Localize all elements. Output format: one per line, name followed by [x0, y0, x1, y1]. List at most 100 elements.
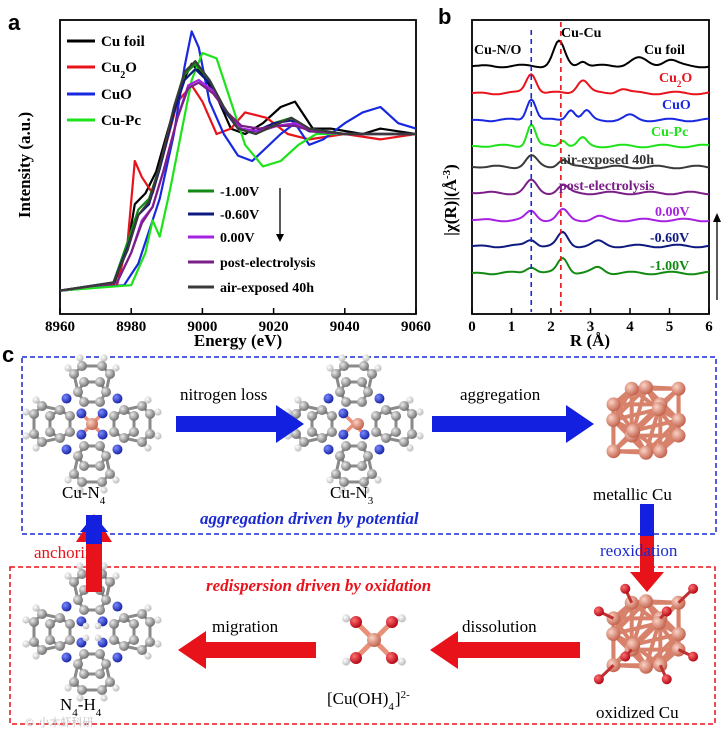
hydrogen-atom [64, 364, 72, 372]
nitrogen-atom [112, 393, 123, 404]
reoxidation-arrow-blue [640, 504, 654, 536]
oxygen-atom [350, 652, 362, 664]
carbon-atom [359, 477, 369, 487]
cu-n3-molecule-icon [284, 354, 424, 494]
hydrogen-atom [76, 354, 84, 362]
cu-cu-bond [612, 407, 660, 422]
copper-atom [651, 616, 666, 631]
hydrogen-atom [294, 396, 302, 404]
copper-atom [639, 594, 653, 609]
copper-atom [367, 633, 381, 647]
copper-atom [671, 381, 686, 396]
carbon-atom [109, 619, 119, 629]
carbon-atom [341, 461, 351, 471]
chart-b-series-1-00v [471, 256, 710, 276]
carbon-atom [119, 641, 129, 651]
label-b-m060: -0.60V [650, 231, 689, 246]
hydrogen-atom [406, 444, 414, 452]
reoxidation-arrow-red [630, 536, 664, 592]
cu-oh4-complex-icon [342, 614, 406, 666]
copper-atom [651, 402, 666, 417]
carbon-atom [55, 433, 65, 443]
oxygen-atom [350, 616, 362, 628]
carbon-atom [331, 369, 341, 379]
carbon-atom [79, 441, 89, 451]
carbon-atom [55, 405, 65, 415]
carbon-atom [73, 659, 83, 669]
legend-m060: -0.60V [220, 208, 259, 223]
carbon-atom [341, 377, 351, 387]
legend-cu2o: Cu2O [101, 60, 137, 81]
chart-b-xticks: 0 1 2 3 4 5 6 [468, 308, 713, 335]
nitrogen-atom [338, 429, 349, 440]
carbon-atom [77, 569, 87, 579]
hydrogen-atom [100, 694, 108, 702]
carbon-atom [119, 405, 129, 415]
carbon-atom [145, 637, 155, 647]
hydrogen-atom [82, 622, 90, 630]
carbon-atom [335, 387, 345, 397]
hydrogen-atom [64, 572, 72, 580]
dissolution-arrow [430, 631, 580, 669]
carbon-atom [29, 617, 39, 627]
carbon-atom [69, 469, 79, 479]
carbon-atom [327, 411, 337, 421]
hydrogen-atom [342, 657, 351, 666]
n4h4-molecule-icon [22, 562, 162, 702]
chart-b-series-0-60v [471, 230, 710, 249]
chart-b-tick-label: 2 [547, 319, 555, 335]
hydrogen-atom [22, 432, 30, 440]
legend-m100: -1.00V [220, 185, 259, 200]
anchoring-arrow-head [80, 515, 108, 532]
carbon-atom [95, 461, 105, 471]
chart-b-series-cu-foil [472, 39, 710, 69]
label-nitrogen-loss: nitrogen loss [180, 385, 267, 404]
copper-atom [606, 611, 621, 626]
nitrogen-atom [374, 444, 385, 455]
carbon-atom [291, 409, 301, 419]
nitrogen-loss-arrow [176, 405, 304, 443]
carbon-atom [331, 469, 341, 479]
carbon-atom [291, 429, 301, 439]
carbon-atom [79, 461, 89, 471]
copper-atom [86, 418, 98, 430]
carbon-atom [73, 595, 83, 605]
legend-cu-pc: Cu-Pc [101, 113, 141, 129]
hydrogen-atom [406, 396, 414, 404]
nitrogen-atom [112, 444, 123, 455]
copper-atom [352, 418, 364, 430]
oxygen-atom [620, 583, 631, 594]
chart-b-series-cu-pc [472, 122, 710, 149]
carbon-atom [109, 635, 119, 645]
chart-b-tick-label: 1 [508, 319, 516, 335]
nitrogen-atom [374, 393, 385, 404]
label-b-000: 0.00V [655, 205, 690, 220]
chart-a-lines [59, 30, 417, 292]
chart-b-tick-label: 5 [666, 319, 674, 335]
hydrogen-atom [154, 408, 162, 416]
hydrogen-atom [397, 614, 406, 623]
chart-a-series-cu-pc [59, 51, 416, 292]
carbon-atom [79, 669, 89, 679]
carbon-atom [95, 649, 105, 659]
annot-cu-n-o: Cu-N/O [474, 43, 522, 58]
chart-b-series-air-exposed-40h [471, 154, 710, 170]
carbon-atom [129, 427, 139, 437]
label-redispersion-driven: redispersion driven by oxidation [206, 576, 431, 595]
cu-cu-bond [611, 385, 648, 422]
watermark: © 小木虾科研 [24, 715, 94, 729]
hydrogen-atom [76, 562, 84, 570]
carbon-atom [69, 677, 79, 687]
migration-arrow [178, 631, 316, 669]
legend-cu-foil: Cu foil [101, 34, 145, 50]
carbon-atom [95, 605, 105, 615]
carbon-atom [407, 409, 417, 419]
oxygen-atom [688, 651, 699, 662]
hydrogen-atom [154, 616, 162, 624]
carbon-atom [77, 361, 87, 371]
carbon-atom [45, 411, 55, 421]
copper-atom [671, 627, 686, 641]
chart-a-xticks: 8960 8980 9000 9020 9040 9060 [45, 308, 431, 335]
hydrogen-atom [94, 634, 102, 642]
legend-post: post-electrolysis [220, 256, 316, 271]
